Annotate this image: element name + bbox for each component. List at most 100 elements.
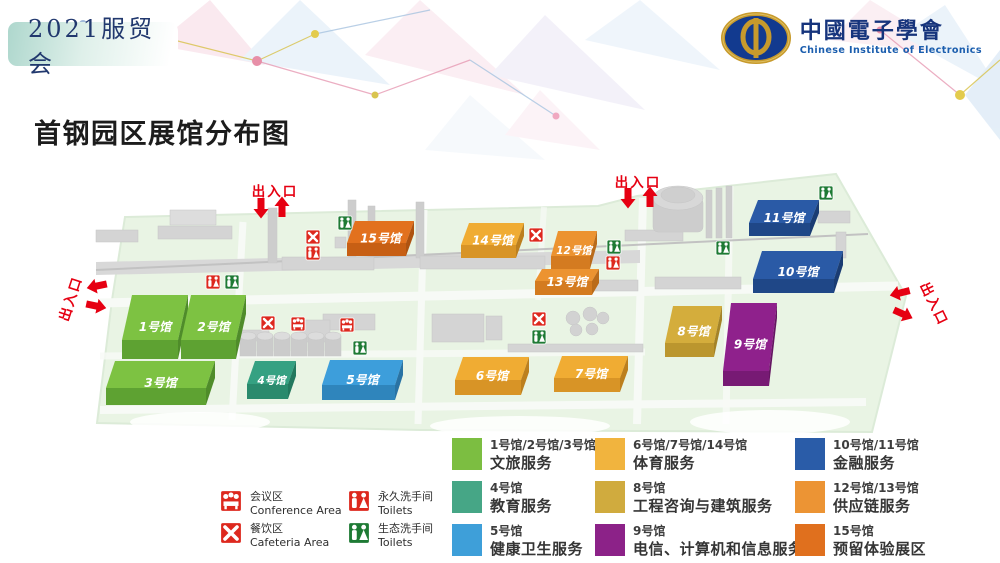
hall-block-7号馆: 7号馆 bbox=[554, 356, 628, 392]
legend-category-service: 体育服务 bbox=[633, 453, 696, 472]
conference-icon bbox=[220, 490, 242, 512]
hall-block-15号馆: 15号馆 bbox=[347, 221, 414, 256]
legend-color-chip bbox=[452, 524, 482, 556]
legend-category-service: 教育服务 bbox=[490, 496, 553, 515]
toilet-green-icon bbox=[531, 329, 547, 345]
legend-category-8: 12号馆/13号馆 供应链服务 bbox=[795, 481, 919, 516]
legend-area-text: 生态洗手间 Toilets bbox=[378, 522, 433, 550]
legend-color-chip bbox=[595, 438, 625, 470]
park-area bbox=[95, 172, 908, 434]
hall-block-12号馆: 12号馆 bbox=[551, 231, 597, 269]
hall-label: 15号馆 bbox=[360, 232, 403, 246]
hall-label: 9号馆 bbox=[734, 338, 768, 352]
entrance-arrow-right bbox=[892, 306, 913, 322]
entrance-arrow-up bbox=[274, 196, 290, 217]
entrance-arrow-right bbox=[85, 298, 107, 314]
toilet-green-icon bbox=[352, 340, 368, 356]
legend-color-chip bbox=[795, 524, 825, 556]
hall-block-14号馆: 14号馆 bbox=[461, 223, 524, 258]
cie-logo-emblem bbox=[720, 12, 791, 64]
conference-icon bbox=[339, 317, 355, 333]
legend-category-1: 1号馆/2号馆/3号馆 文旅服务 bbox=[452, 438, 596, 473]
cafeteria-icon bbox=[531, 311, 547, 327]
cie-logo-name-cn: 中國電子學會 bbox=[799, 17, 944, 44]
legend-category-halls: 10号馆/11号馆 bbox=[833, 438, 919, 452]
hall-block-3号馆: 3号馆 bbox=[106, 361, 215, 405]
legend-area-label-cn: 会议区 bbox=[250, 490, 283, 503]
legend: 会议区 Conference Area 餐饮区 Cafeteria Area 永久洗手间… bbox=[0, 430, 1000, 563]
entrance-label: 出入口 bbox=[615, 174, 662, 191]
hall-label: 11号馆 bbox=[764, 211, 807, 225]
toilet-red-icon bbox=[205, 274, 221, 290]
legend-area-text: 餐饮区 Cafeteria Area bbox=[250, 522, 329, 550]
legend-category-service: 电信、计算机和信息服务 bbox=[633, 539, 804, 558]
legend-category-halls: 15号馆 bbox=[833, 524, 874, 538]
entrance-label: 出入口 bbox=[916, 279, 952, 328]
hall-block-10号馆: 10号馆 bbox=[753, 251, 843, 293]
entrance-arrow-left bbox=[86, 278, 108, 294]
legend-category-service: 预留体验展区 bbox=[833, 539, 927, 558]
hall-label: 2号馆 bbox=[197, 320, 231, 334]
legend-area-text: 永久洗手间 Toilets bbox=[378, 490, 433, 518]
cafeteria-icon bbox=[305, 229, 321, 245]
legend-category-service: 工程咨询与建筑服务 bbox=[633, 496, 773, 515]
hall-block-4号馆: 4号馆 bbox=[247, 361, 296, 399]
legend-category-service: 金融服务 bbox=[833, 453, 896, 472]
legend-area-conference: 会议区 Conference Area bbox=[220, 490, 342, 518]
cafeteria-icon bbox=[528, 227, 544, 243]
entrance-arrow-down bbox=[620, 188, 636, 209]
hall-label: 10号馆 bbox=[778, 265, 821, 279]
legend-area-toilet-red: 永久洗手间 Toilets bbox=[348, 490, 433, 518]
cie-logo-name-en: Chinese Institute of Electronics bbox=[799, 45, 982, 57]
page-title: 首钢园区展馆分布图 bbox=[34, 119, 291, 150]
toilet-green-icon bbox=[337, 215, 353, 231]
map-bottom-fade bbox=[130, 410, 850, 436]
legend-category-halls: 1号馆/2号馆/3号馆 bbox=[490, 438, 596, 452]
hall-label: 3号馆 bbox=[144, 376, 178, 390]
hall-label: 5号馆 bbox=[346, 373, 380, 387]
legend-category-service: 健康卫生服务 bbox=[490, 539, 584, 558]
toilet-red-icon bbox=[605, 255, 621, 271]
legend-color-chip bbox=[795, 438, 825, 470]
hall-label: 13号馆 bbox=[547, 275, 590, 289]
legend-area-cafeteria: 餐饮区 Cafeteria Area bbox=[220, 522, 329, 550]
legend-category-5: 8号馆 工程咨询与建筑服务 bbox=[595, 481, 773, 516]
cafeteria-icon bbox=[260, 315, 276, 331]
legend-category-halls: 5号馆 bbox=[490, 524, 523, 538]
legend-category-halls: 12号馆/13号馆 bbox=[833, 481, 919, 495]
legend-color-chip bbox=[595, 524, 625, 556]
legend-category-halls: 4号馆 bbox=[490, 481, 523, 495]
toilet-green-icon bbox=[224, 274, 240, 290]
event-badge: 2021服贸会 bbox=[8, 15, 178, 78]
legend-area-label-cn: 餐饮区 bbox=[250, 522, 283, 535]
hall-block-6号馆: 6号馆 bbox=[455, 357, 529, 395]
toilet-red-icon bbox=[305, 245, 321, 261]
toilet-red-icon bbox=[348, 490, 370, 512]
hall-label: 7号馆 bbox=[575, 367, 609, 381]
legend-category-halls: 6号馆/7号馆/14号馆 bbox=[633, 438, 748, 452]
hall-label: 4号馆 bbox=[256, 374, 288, 387]
legend-area-label-en: Conference Area bbox=[250, 503, 342, 517]
hall-block-11号馆: 11号馆 bbox=[749, 200, 819, 236]
legend-color-chip bbox=[452, 481, 482, 513]
hall-block-5号馆: 5号馆 bbox=[322, 360, 403, 400]
hall-label: 14号馆 bbox=[472, 234, 515, 248]
hall-label: 8号馆 bbox=[677, 325, 711, 339]
legend-category-9: 15号馆 预留体验展区 bbox=[795, 524, 926, 559]
legend-category-2: 4号馆 教育服务 bbox=[452, 481, 552, 516]
hall-block-8号馆: 8号馆 bbox=[665, 306, 722, 357]
legend-color-chip bbox=[795, 481, 825, 513]
entrance-label: 出入口 bbox=[55, 274, 86, 323]
entrance-label: 出入口 bbox=[252, 183, 299, 200]
hall-label: 12号馆 bbox=[556, 244, 594, 257]
conference-icon bbox=[290, 316, 306, 332]
entrance-arrow-up bbox=[642, 186, 658, 207]
entrance-2: 出入口 bbox=[615, 174, 662, 209]
legend-category-3: 5号馆 健康卫生服务 bbox=[452, 524, 583, 559]
event-badge-label: 2021服贸会 bbox=[28, 15, 156, 78]
entrance-arrow-down bbox=[253, 198, 269, 219]
cie-logo: 中國電子學會 Chinese Institute of Electronics bbox=[720, 12, 982, 64]
hall-block-13号馆: 13号馆 bbox=[535, 269, 599, 295]
legend-category-7: 10号馆/11号馆 金融服务 bbox=[795, 438, 919, 473]
hall-label: 6号馆 bbox=[476, 369, 510, 383]
